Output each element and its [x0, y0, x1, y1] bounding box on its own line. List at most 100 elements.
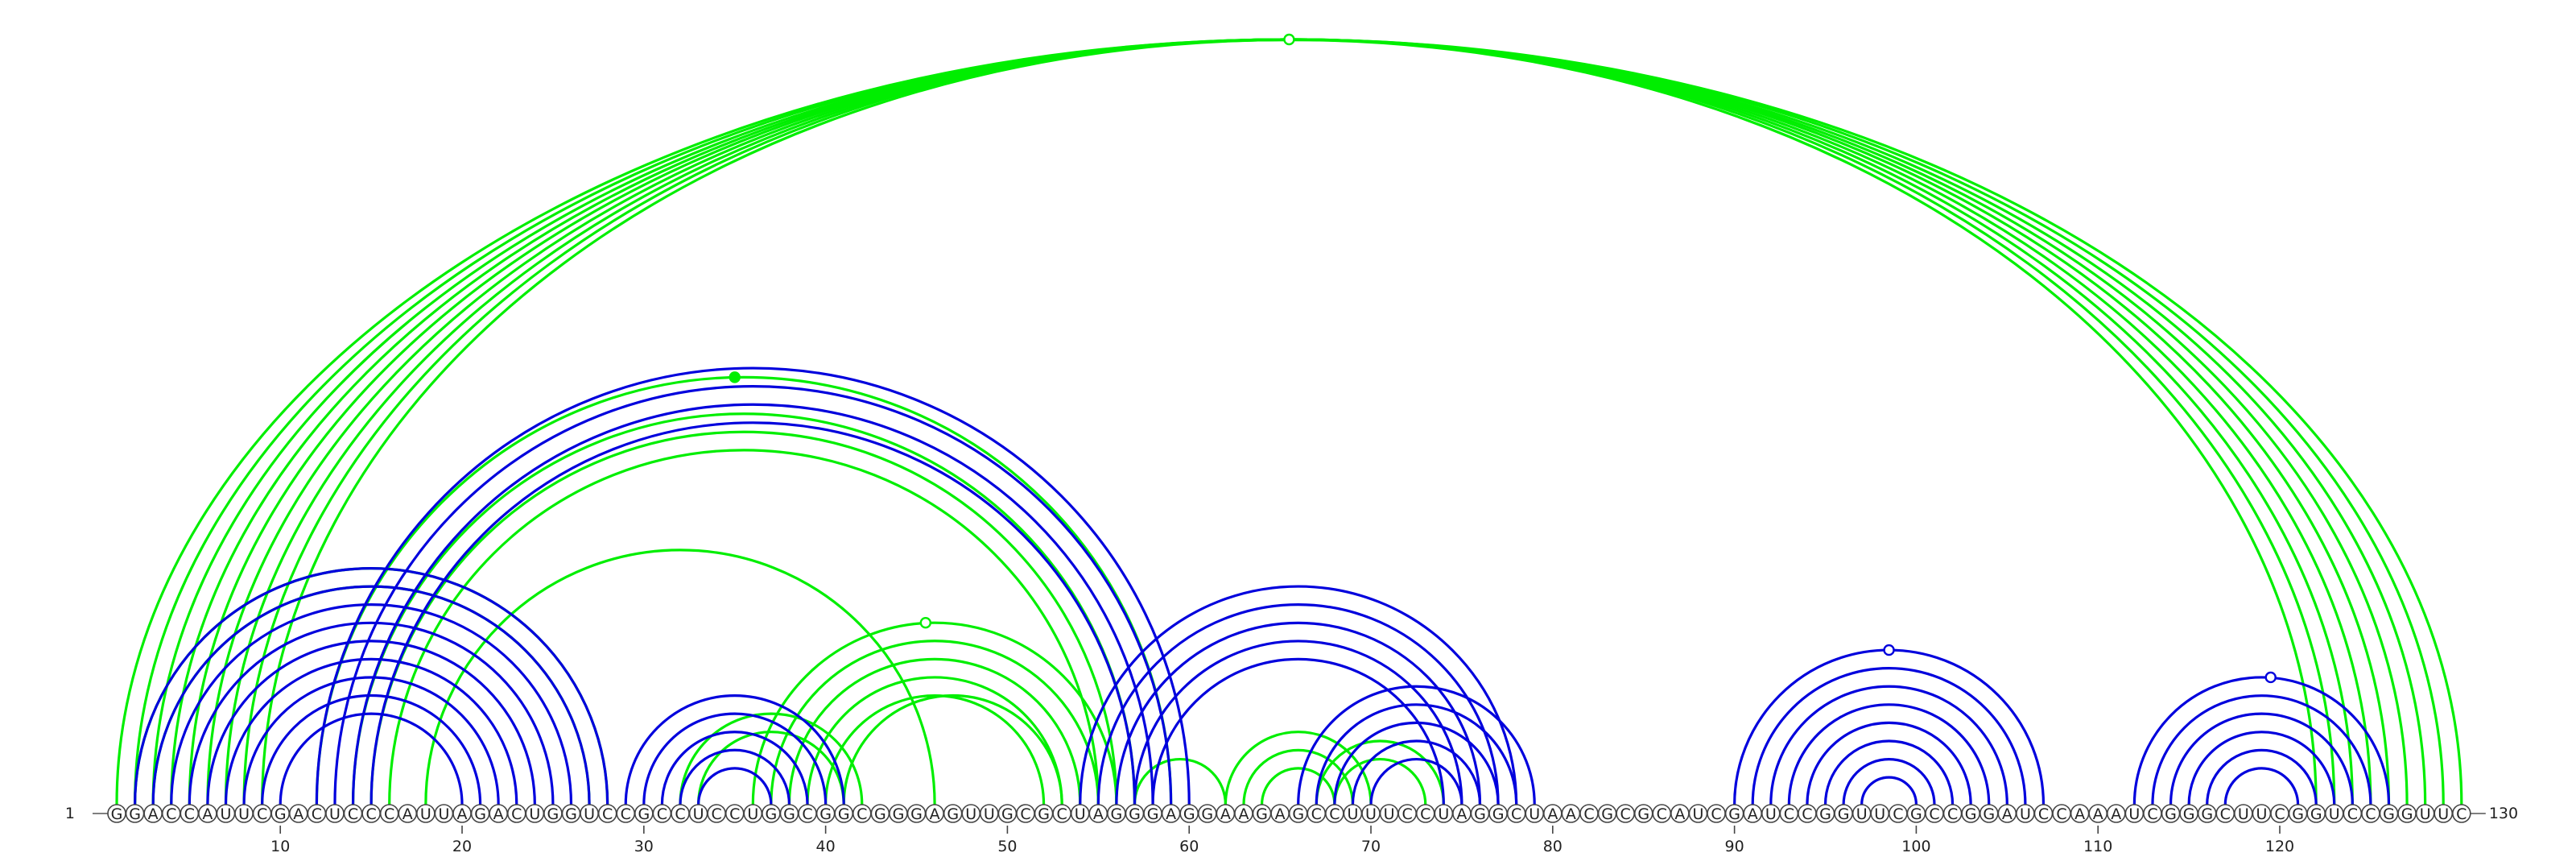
nucleotide-letter: C — [1329, 805, 1340, 823]
nucleotide: A — [452, 804, 472, 823]
nucleotide-letter: C — [184, 805, 195, 823]
nucleotide-letter: U — [1365, 805, 1377, 823]
nucleotide-letter: C — [2347, 805, 2358, 823]
green-marker-0 — [1283, 33, 1295, 46]
nucleotide: A — [1234, 804, 1253, 823]
tick-label: 100 — [1901, 838, 1930, 855]
nucleotide: G — [997, 804, 1018, 823]
nucleotide: U — [2415, 804, 2435, 823]
nucleotide: C — [798, 804, 817, 823]
blue-arc-95-102 — [1823, 739, 1955, 805]
nucleotide-letter: C — [511, 805, 522, 823]
nucleotide-letter: A — [1748, 805, 1758, 823]
nucleotide: G — [870, 804, 890, 823]
green-arc-41-53 — [842, 693, 1063, 805]
nucleotide-letter: C — [1311, 805, 1322, 823]
nucleotide: U — [216, 804, 236, 823]
tick-label: 80 — [1543, 838, 1563, 855]
blue-arc-94-103 — [1806, 721, 1972, 805]
green-arc-64-68 — [1260, 767, 1336, 805]
nucleotide: G — [2397, 804, 2417, 823]
nucleotide: G — [943, 804, 963, 823]
nucleotide-letter: G — [275, 805, 287, 823]
nucleotide: C — [2343, 804, 2363, 823]
nucleotide-letter: U — [1529, 805, 1540, 823]
nucleotide: U — [1070, 804, 1090, 823]
nucleotide: A — [2070, 804, 2090, 823]
nucleotide: A — [2107, 804, 2126, 823]
nucleotide-letter: U — [693, 805, 704, 823]
nucleotide: U — [1852, 804, 1872, 823]
nucleotide-letter: G — [1038, 805, 1050, 823]
green-arc-5-126 — [188, 38, 2391, 805]
nucleotide-letter: C — [2056, 805, 2066, 823]
nucleotide-letter: C — [1620, 805, 1630, 823]
nucleotide: A — [1670, 804, 1690, 823]
nucleotide-letter: C — [257, 805, 267, 823]
nucleotide-letter: C — [1420, 805, 1430, 823]
nucleotide: C — [724, 804, 745, 823]
nucleotide: A — [925, 804, 944, 823]
tick-label: 40 — [816, 838, 836, 855]
nucleotide-letter: A — [2093, 805, 2103, 823]
blue-marker-4 — [2264, 671, 2277, 684]
nucleotide-letter: G — [1965, 805, 1977, 823]
nucleotide: G — [1597, 804, 1617, 823]
nucleotide: C — [1579, 804, 1599, 823]
nucleotide-letter: A — [2111, 805, 2121, 823]
green-arc-9-122 — [261, 38, 2318, 805]
blue-arc-112-126 — [2132, 676, 2391, 805]
blue-arc-69-76 — [1351, 739, 1482, 805]
nucleotide-letter: C — [1020, 805, 1030, 823]
nucleotide-letter: C — [675, 805, 685, 823]
blue-arc-97-100 — [1860, 776, 1918, 805]
nucleotide: C — [2033, 804, 2054, 823]
nucleotide-letter: G — [1256, 805, 1268, 823]
nucleotide: U — [1343, 804, 1363, 823]
nucleotide: C — [1707, 804, 1726, 823]
nucleotide: A — [1997, 804, 2017, 823]
blue-arc-55-77 — [1096, 603, 1500, 805]
nucleotide-letter: G — [874, 805, 886, 823]
green-arc-36-56 — [751, 621, 1118, 805]
nucleotide-letter: G — [2310, 805, 2322, 823]
nucleotide-letter: C — [2365, 805, 2376, 823]
nucleotide-letter: G — [893, 805, 905, 823]
nucleotide: G — [1179, 804, 1199, 823]
nucleotide: C — [652, 804, 672, 823]
nucleotide: C — [1506, 804, 1526, 823]
blue-arc-5-25 — [188, 621, 555, 805]
nucleotide: C — [1415, 804, 1435, 823]
blue-arc-6-24 — [206, 640, 536, 805]
nucleotide-letter: U — [420, 805, 431, 823]
blue-arc-8-22 — [242, 676, 500, 805]
nucleotide-letter: C — [1711, 805, 1721, 823]
sequence-end-label: 130 — [2489, 805, 2518, 822]
nucleotide-letter: U — [1765, 805, 1777, 823]
blue-arc-31-39 — [660, 731, 809, 805]
nucleotide: U — [961, 804, 981, 823]
nucleotide: G — [1633, 804, 1653, 823]
nucleotide: C — [616, 804, 636, 823]
green-arc-33-41 — [696, 731, 845, 805]
nucleotide: C — [1397, 804, 1417, 823]
nucleotide-letter: G — [1983, 805, 1995, 823]
nucleotide: G — [543, 804, 563, 823]
nucleotide-letter: U — [2329, 805, 2340, 823]
nucleotide-letter: U — [438, 805, 449, 823]
nucleotide-letter: G — [111, 805, 123, 823]
nucleotide-letter: G — [547, 805, 559, 823]
nucleotide: U — [234, 804, 254, 823]
nucleotide: C — [2215, 804, 2235, 823]
position-ticks: 10 20 30 40 50 60 70 80 90 100 110 120 — [270, 826, 2294, 855]
blue-arc-114-124 — [2169, 712, 2354, 805]
nucleotide: G — [762, 804, 781, 823]
nucleotide: U — [1761, 804, 1781, 823]
tick-label: 10 — [270, 838, 290, 855]
green-arc-38-54 — [787, 657, 1082, 805]
nucleotide-letter: A — [1166, 805, 1176, 823]
blue-arc-90-107 — [1733, 648, 2046, 805]
nucleotide-circle — [2452, 804, 2471, 823]
nucleotide-letter: G — [2165, 805, 2177, 823]
nucleotide-letter: A — [930, 805, 940, 823]
